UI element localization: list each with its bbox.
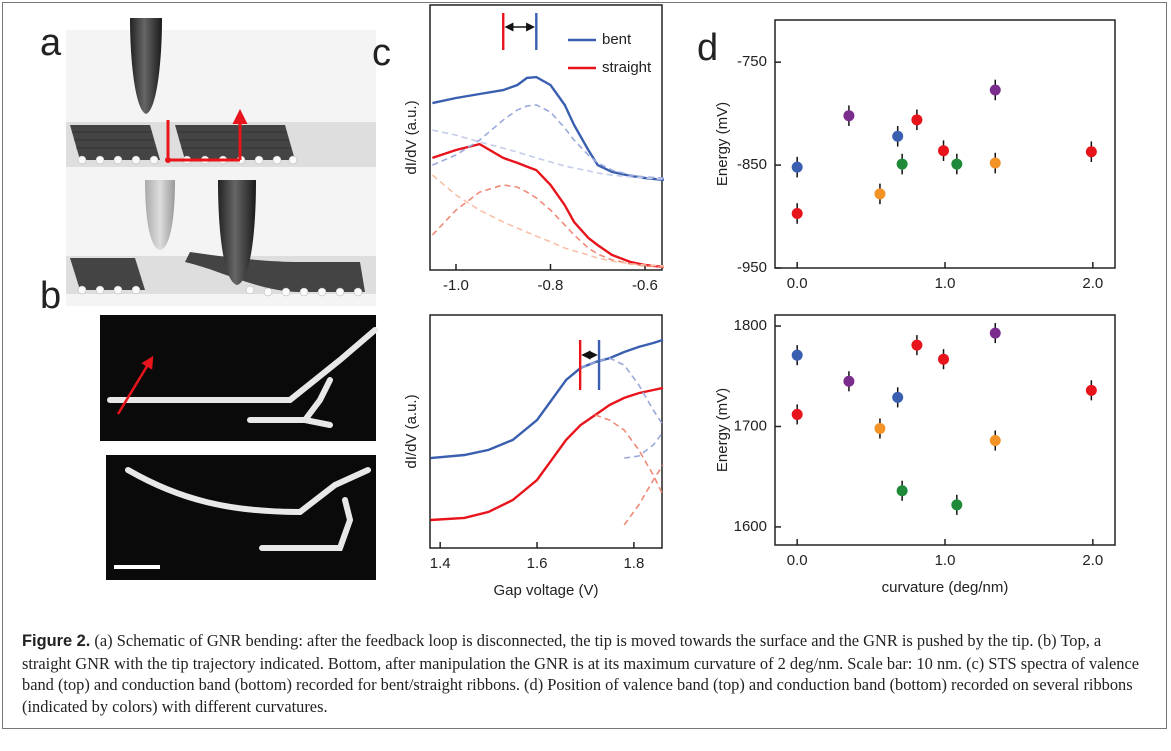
schematic bbox=[66, 18, 376, 306]
x-tick-label: 2.0 bbox=[1082, 275, 1103, 292]
fit-curve bbox=[432, 129, 664, 180]
spectrum-line bbox=[432, 142, 665, 269]
x-tick-label: 0.0 bbox=[787, 552, 808, 569]
data-point bbox=[938, 145, 950, 157]
caption-label: Figure 2. bbox=[22, 632, 91, 650]
y-axis-label: dI/dV (a.u.) bbox=[403, 100, 420, 174]
x-tick-label: -1.0 bbox=[443, 277, 469, 294]
data-point bbox=[843, 110, 855, 122]
panel-label: b bbox=[40, 275, 61, 317]
spectrum-line bbox=[430, 338, 664, 460]
spectrum-line bbox=[430, 386, 664, 522]
fit-curve bbox=[594, 414, 664, 496]
data-point bbox=[911, 114, 923, 126]
figure-frame bbox=[2, 2, 1167, 729]
y-tick-label: -850 bbox=[737, 156, 767, 173]
data-point bbox=[911, 339, 923, 351]
legend-label: straight bbox=[602, 59, 652, 76]
y-tick-label: 1800 bbox=[734, 317, 767, 334]
panel-label: c bbox=[372, 32, 391, 74]
panel-label: a bbox=[40, 22, 62, 64]
y-tick-label: 1600 bbox=[734, 518, 767, 535]
data-point bbox=[892, 130, 904, 142]
x-tick-label: 1.0 bbox=[935, 275, 956, 292]
y-tick-label: -950 bbox=[737, 259, 767, 276]
panel-label: d bbox=[697, 27, 718, 69]
y-tick-label: 1700 bbox=[734, 417, 767, 434]
legend-label: bent bbox=[602, 31, 632, 48]
figure: a b c d -1.0 -0.8 -0.6 dI/dV (a.u.) bent stra… bbox=[40, 4, 1116, 599]
plot-frame bbox=[429, 4, 663, 271]
x-tick-label: 1.6 bbox=[527, 555, 548, 572]
data-point bbox=[892, 391, 904, 403]
spectrum-line bbox=[432, 75, 665, 182]
x-tick-label: 1.0 bbox=[935, 552, 956, 569]
data-point bbox=[791, 408, 803, 420]
x-tick-label: 0.0 bbox=[787, 275, 808, 292]
y-tick-label: -750 bbox=[737, 53, 767, 70]
data-point bbox=[951, 158, 963, 170]
y-axis-label: Energy (mV) bbox=[714, 102, 731, 186]
data-point bbox=[791, 161, 803, 173]
data-point bbox=[874, 188, 886, 200]
y-axis-label: Energy (mV) bbox=[714, 388, 731, 472]
fit-curve bbox=[431, 184, 664, 268]
x-axis-label: Gap voltage (V) bbox=[493, 582, 598, 599]
data-point bbox=[989, 157, 1001, 169]
fit-curve bbox=[432, 104, 664, 179]
plot-frame bbox=[429, 314, 663, 549]
caption-text: (a) Schematic of GNR bending: after the … bbox=[22, 631, 1140, 716]
fit-curve bbox=[623, 464, 664, 526]
x-tick-label: 1.4 bbox=[430, 555, 451, 572]
data-point bbox=[989, 327, 1001, 339]
data-point bbox=[938, 353, 950, 365]
x-tick-label: -0.6 bbox=[632, 277, 658, 294]
x-tick-label: 2.0 bbox=[1082, 552, 1103, 569]
data-point bbox=[791, 207, 803, 219]
figure-caption: Figure 2. (a) Schematic of GNR bending: … bbox=[22, 630, 1150, 717]
plot-frame bbox=[774, 19, 1116, 269]
x-tick-label: -0.8 bbox=[538, 277, 564, 294]
x-tick-label: 1.8 bbox=[623, 555, 644, 572]
data-point bbox=[1085, 146, 1097, 158]
fit-curve bbox=[580, 357, 664, 426]
data-point bbox=[896, 485, 908, 497]
stm-images bbox=[100, 315, 378, 580]
plot-frame bbox=[774, 314, 1116, 546]
data-point bbox=[989, 435, 1001, 447]
data-point bbox=[951, 499, 963, 511]
fit-curve bbox=[624, 431, 664, 459]
x-axis-label: curvature (deg/nm) bbox=[882, 579, 1009, 596]
data-point bbox=[874, 422, 886, 434]
y-axis-label: dI/dV (a.u.) bbox=[403, 394, 420, 468]
fit-curve bbox=[431, 174, 664, 267]
data-point bbox=[896, 158, 908, 170]
data-point bbox=[843, 375, 855, 387]
data-point bbox=[791, 349, 803, 361]
data-point bbox=[989, 84, 1001, 96]
data-point bbox=[1085, 384, 1097, 396]
